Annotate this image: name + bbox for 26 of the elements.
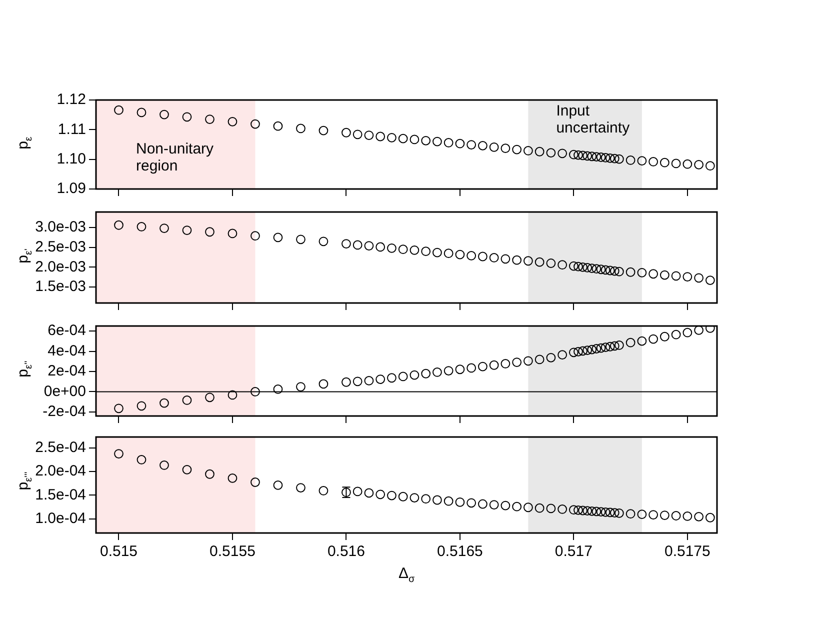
y-tick-label: 2.0e-03 bbox=[35, 258, 86, 276]
y-tick-label: 2.5e-04 bbox=[35, 439, 86, 456]
x-tick-label: 0.515 bbox=[100, 543, 138, 560]
y-tick-label: 2.0e-04 bbox=[35, 462, 86, 480]
x-tick-label: 0.5175 bbox=[664, 543, 710, 560]
x-tick-label: 0.516 bbox=[327, 543, 365, 560]
y-tick-label: 1.5e-03 bbox=[35, 278, 86, 296]
x-tick-label: 0.5155 bbox=[210, 543, 256, 560]
band-label: Non-unitary region bbox=[136, 140, 214, 175]
y-tick-label: 0e+00 bbox=[44, 382, 86, 400]
y-tick-label: 1.5e-04 bbox=[35, 486, 86, 504]
y-tick-label: 2.5e-03 bbox=[35, 238, 86, 256]
band-label: Input uncertainty bbox=[556, 102, 630, 137]
x-tick-label: 0.517 bbox=[554, 543, 592, 560]
y-tick-label: 1.12 bbox=[56, 91, 86, 108]
y-tick-label: 2e-04 bbox=[48, 362, 86, 380]
y-tick-label: 1.09 bbox=[56, 180, 86, 198]
y-tick-label: 6e-04 bbox=[48, 322, 86, 340]
y-tick-label: 1.11 bbox=[58, 120, 86, 138]
y-tick-label: 3.0e-03 bbox=[35, 218, 86, 236]
y-tick-label: -2e-04 bbox=[42, 403, 86, 420]
x-axis-title: Δ$_{σ}$ bbox=[398, 565, 415, 585]
x-tick-label: 0.5165 bbox=[437, 543, 483, 560]
y-tick-label: 1.10 bbox=[56, 150, 86, 168]
y-tick-label: 4e-04 bbox=[48, 342, 86, 360]
y-tick-label: 1.0e-04 bbox=[35, 510, 86, 527]
